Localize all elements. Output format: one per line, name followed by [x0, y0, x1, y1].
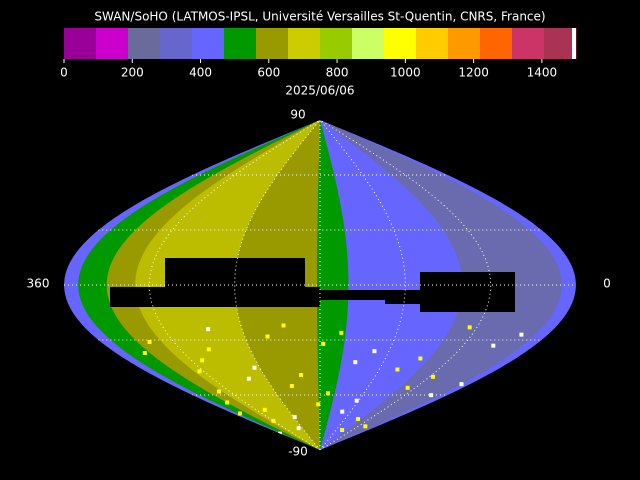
bright-spot: [292, 415, 297, 420]
bottom-label: -90: [288, 445, 308, 459]
colorbar-tick-label: 800: [326, 66, 349, 80]
colorbar-segment: [128, 28, 161, 59]
sky-map: [64, 120, 576, 450]
bright-spot: [206, 347, 211, 352]
bright-spot: [491, 343, 496, 348]
bright-spot: [316, 402, 321, 407]
bright-spot: [289, 384, 294, 388]
bright-spot: [296, 426, 301, 431]
bright-spot: [206, 327, 211, 332]
bright-spot: [262, 407, 267, 412]
colorbar-segment: [288, 28, 321, 59]
colorbar-segment: [96, 28, 129, 59]
colorbar-segment: [480, 28, 513, 59]
colorbar-segment: [192, 28, 225, 59]
left-label: 360: [27, 277, 50, 291]
no-data-band-top-left: [165, 258, 305, 288]
no-data-band-left: [110, 287, 320, 307]
colorbar-segment: [512, 28, 545, 59]
bright-spot: [339, 330, 344, 335]
bright-spot: [356, 417, 361, 421]
bright-spot: [363, 424, 368, 429]
bright-spot: [395, 367, 400, 372]
bright-spot: [353, 360, 358, 365]
bright-spot: [281, 323, 286, 328]
colorbar-tick-label: 1400: [527, 66, 558, 80]
right-label: 0: [603, 277, 611, 291]
bright-spot: [372, 349, 377, 354]
bright-spot: [142, 351, 147, 355]
colorbar-segment: [160, 28, 193, 59]
bright-spot: [200, 358, 205, 363]
bright-spot: [418, 356, 423, 361]
title: SWAN/SoHO (LATMOS-IPSL, Université Versa…: [94, 10, 545, 24]
colorbar-segment: [256, 28, 289, 59]
no-data-band-center: [300, 290, 385, 300]
bright-spot: [467, 325, 472, 330]
no-data-band-right2: [385, 290, 425, 304]
colorbar-end: [572, 28, 576, 59]
bright-spot: [405, 385, 410, 390]
bright-spot: [459, 382, 464, 387]
colorbar-tick-label: 1200: [458, 66, 489, 80]
colorbar-segment: [544, 28, 577, 59]
bright-spot: [197, 369, 202, 374]
bright-spot: [340, 428, 345, 432]
colorbar-tick-label: 1000: [390, 66, 421, 80]
top-label: 90: [290, 108, 305, 122]
bright-spot: [429, 393, 434, 398]
colorbar-segment: [64, 28, 97, 59]
colorbar-segment: [384, 28, 417, 59]
bright-spot: [225, 400, 230, 405]
colorbar-segment: [448, 28, 481, 59]
no-data-band-right: [420, 272, 515, 312]
bright-spot: [252, 365, 257, 370]
bright-spot: [246, 376, 251, 381]
bright-spot: [299, 373, 304, 377]
colorbar-tick-label: 200: [121, 66, 144, 80]
bright-spot: [237, 411, 242, 416]
bright-spot: [519, 332, 524, 337]
bright-spot: [326, 391, 331, 396]
colorbar-segment: [224, 28, 257, 59]
colorbar-segment: [416, 28, 449, 59]
colorbar-tick-label: 0: [60, 66, 68, 80]
date: 2025/06/06: [285, 84, 354, 98]
bright-spot: [265, 334, 270, 339]
bright-spot: [321, 341, 326, 346]
colorbar-segment: [320, 28, 353, 59]
colorbar: 0 200 400 600 800 1000 1200 1400: [60, 28, 577, 80]
bright-spot: [216, 389, 221, 394]
bright-spot: [431, 374, 436, 379]
colorbar-segment: [352, 28, 385, 59]
colorbar-tick-label: 400: [189, 66, 212, 80]
bright-spot: [340, 409, 345, 414]
sky-layers: [64, 120, 576, 450]
bright-spot: [271, 418, 276, 423]
bright-spot: [354, 398, 359, 403]
colorbar-tick-label: 600: [257, 66, 280, 80]
bright-spot: [147, 340, 152, 344]
